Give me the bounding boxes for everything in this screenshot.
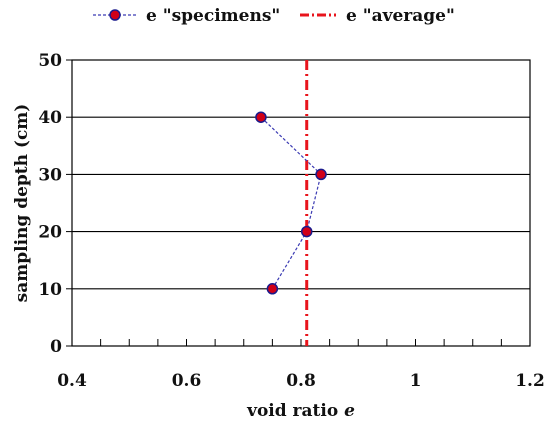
y-tick-label: 40 [38, 108, 62, 128]
x-axis-title: void ratio e [246, 401, 355, 421]
y-axis-title: sampling depth (cm) [12, 104, 32, 303]
specimen-point [266, 283, 279, 295]
x-axis-title-symbol: e [344, 401, 355, 421]
legend-average-label: e "average" [346, 6, 455, 26]
legend: e "specimens" e "average" [93, 6, 455, 26]
specimen-point [315, 168, 327, 181]
plot-area: 0.4 0.6 0.8 1 1.2 0 10 20 30 40 50 [38, 51, 544, 391]
x-axis-title-text: void ratio [246, 401, 338, 421]
x-tick-label: 0.8 [286, 371, 316, 391]
y-tick-label: 10 [38, 280, 62, 300]
y-tick-label: 0 [50, 337, 62, 357]
x-tick-label: 1.2 [515, 371, 545, 391]
x-tick-label: 0.4 [57, 371, 87, 391]
specimen-point [300, 225, 313, 238]
legend-specimens-label: e "specimens" [146, 6, 280, 26]
legend-specimens-marker [109, 9, 121, 21]
specimens-line [260, 116, 322, 290]
y-tick-label: 50 [38, 51, 62, 71]
x-tick-label: 1 [410, 371, 422, 391]
plot-frame [71, 59, 531, 347]
specimen-point [255, 111, 267, 123]
y-tick-label: 20 [38, 223, 62, 243]
x-tick-label: 0.6 [172, 371, 202, 391]
y-tick-label: 30 [38, 165, 62, 185]
